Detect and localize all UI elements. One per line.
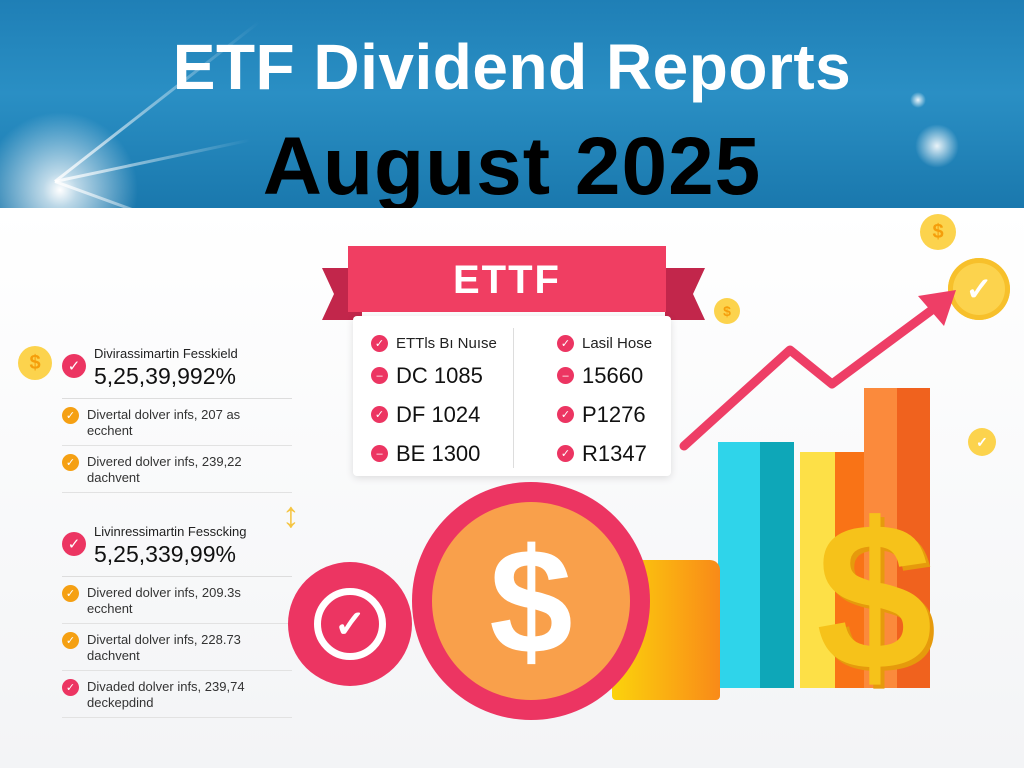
- ribbon-label: ETTF: [453, 258, 561, 302]
- check-icon: ✓: [371, 334, 388, 352]
- stat-heading: Livinressimartin Fesscking: [94, 524, 247, 539]
- dollar-coin-icon: $: [18, 346, 52, 380]
- stat-heading: Divirassimartin Fesskield: [94, 346, 238, 361]
- table-cell: DC 1085: [396, 362, 483, 388]
- check-icon: ✓: [62, 354, 86, 378]
- list-item: ✓ Divertal dolver infs, 228.73 dachvent: [62, 624, 292, 671]
- list-item-line: Divered dolver infs, 239,22: [87, 454, 242, 469]
- stat-block-2: ✓ Livinressimartin Fesscking 5,25,339,99…: [62, 524, 292, 718]
- list-item-line: ecchent: [87, 601, 133, 616]
- list-item-line: Divered dolver infs, 209.3s: [87, 585, 241, 600]
- stat-block-1: ✓ Divirassimartin Fesskield 5,25,39,992%…: [62, 346, 292, 493]
- check-icon: ✓: [62, 454, 79, 471]
- list-item: ✓ Divered dolver infs, 239,22 dachvent: [62, 446, 292, 493]
- table-column-right: ✓ Lasil Hose – 15660 ✓ P1276 ✓ R1347: [557, 330, 652, 473]
- column-header-label: ETTls Bı Nuıse: [396, 334, 497, 352]
- bar-cyan: [718, 442, 794, 688]
- check-coin-icon: ✓: [948, 258, 1010, 320]
- check-badge: ✓: [288, 562, 412, 686]
- bar-yellow: [800, 452, 870, 688]
- list-item: ✓ Divertal dolver infs, 207 as ecchent: [62, 399, 292, 446]
- check-icon: ✓: [62, 532, 86, 556]
- minus-icon: –: [557, 367, 574, 384]
- table-cell: R1347: [582, 440, 647, 466]
- column-header-label: Lasil Hose: [582, 334, 653, 352]
- bar-orange: [864, 388, 930, 688]
- list-item-line: Divertal dolver infs, 207 as: [87, 407, 241, 422]
- dollar-coin-icon: $: [714, 298, 740, 324]
- check-icon: ✓: [557, 445, 574, 462]
- check-icon: ✓: [314, 588, 386, 660]
- page-title: ETF Dividend Reports: [172, 31, 852, 103]
- list-item-line: Divaded dolver infs, 239,74: [87, 679, 245, 694]
- stat-value: 5,25,39,992%: [94, 363, 236, 389]
- stat-header: ✓ Divirassimartin Fesskield 5,25,39,992%: [62, 346, 292, 399]
- table-row: ✓ P1276: [557, 395, 652, 434]
- etf-table-card: ✓ ETTls Bı Nuıse – DC 1085 ✓ DF 1024 – B…: [353, 316, 671, 476]
- column-header: ✓ Lasil Hose: [557, 330, 652, 356]
- list-item-line: dachvent: [87, 470, 140, 485]
- header-banner: ETF Dividend Reports August 2025: [0, 0, 1024, 208]
- minus-icon: –: [371, 445, 388, 462]
- table-cell: P1276: [582, 401, 646, 427]
- list-item-line: ecchent: [87, 423, 133, 438]
- check-icon: ✓: [557, 406, 574, 423]
- table-cell: 15660: [582, 362, 644, 388]
- table-cell: BE 1300: [396, 440, 481, 466]
- table-row: ✓ DF 1024: [371, 395, 497, 434]
- list-item-line: dachvent: [87, 648, 140, 663]
- list-item: ✓ Divaded dolver infs, 239,74 deckepdind: [62, 671, 292, 718]
- table-row: ✓ R1347: [557, 434, 652, 473]
- ribbon-banner: ETTF: [348, 246, 666, 312]
- check-icon: ✓: [62, 407, 79, 424]
- gold-dollar-icon: $: [816, 479, 933, 714]
- column-divider: [513, 328, 514, 468]
- stat-value: 5,25,339,99%: [94, 541, 236, 567]
- check-coin-icon: ✓: [968, 428, 996, 456]
- column-header: ✓ ETTls Bı Nuıse: [371, 330, 497, 356]
- check-icon: ✓: [62, 632, 79, 649]
- list-item-line: Divertal dolver infs, 228.73: [87, 632, 241, 647]
- table-row: – BE 1300: [371, 434, 497, 473]
- list-item: ✓ Divered dolver infs, 209.3s ecchent: [62, 577, 292, 624]
- check-icon: ✓: [62, 585, 79, 602]
- check-icon: ✓: [557, 334, 574, 352]
- table-cell: DF 1024: [396, 401, 481, 427]
- up-down-arrows-icon: ↕: [282, 494, 300, 535]
- stat-header: ✓ Livinressimartin Fesscking 5,25,339,99…: [62, 524, 292, 577]
- page-subtitle: August 2025: [262, 121, 762, 208]
- list-item-line: deckepdind: [87, 695, 154, 710]
- check-icon: ✓: [371, 406, 388, 423]
- table-row: – 15660: [557, 356, 652, 395]
- sparkle-icon: [910, 92, 926, 108]
- minus-icon: –: [371, 367, 388, 384]
- check-icon: ✓: [62, 679, 79, 696]
- big-dollar-coin-icon: $: [432, 502, 630, 700]
- sparkle-icon: [915, 124, 959, 168]
- table-column-left: ✓ ETTls Bı Nuıse – DC 1085 ✓ DF 1024 – B…: [371, 330, 497, 473]
- dollar-coin-icon: $: [920, 214, 956, 250]
- table-row: – DC 1085: [371, 356, 497, 395]
